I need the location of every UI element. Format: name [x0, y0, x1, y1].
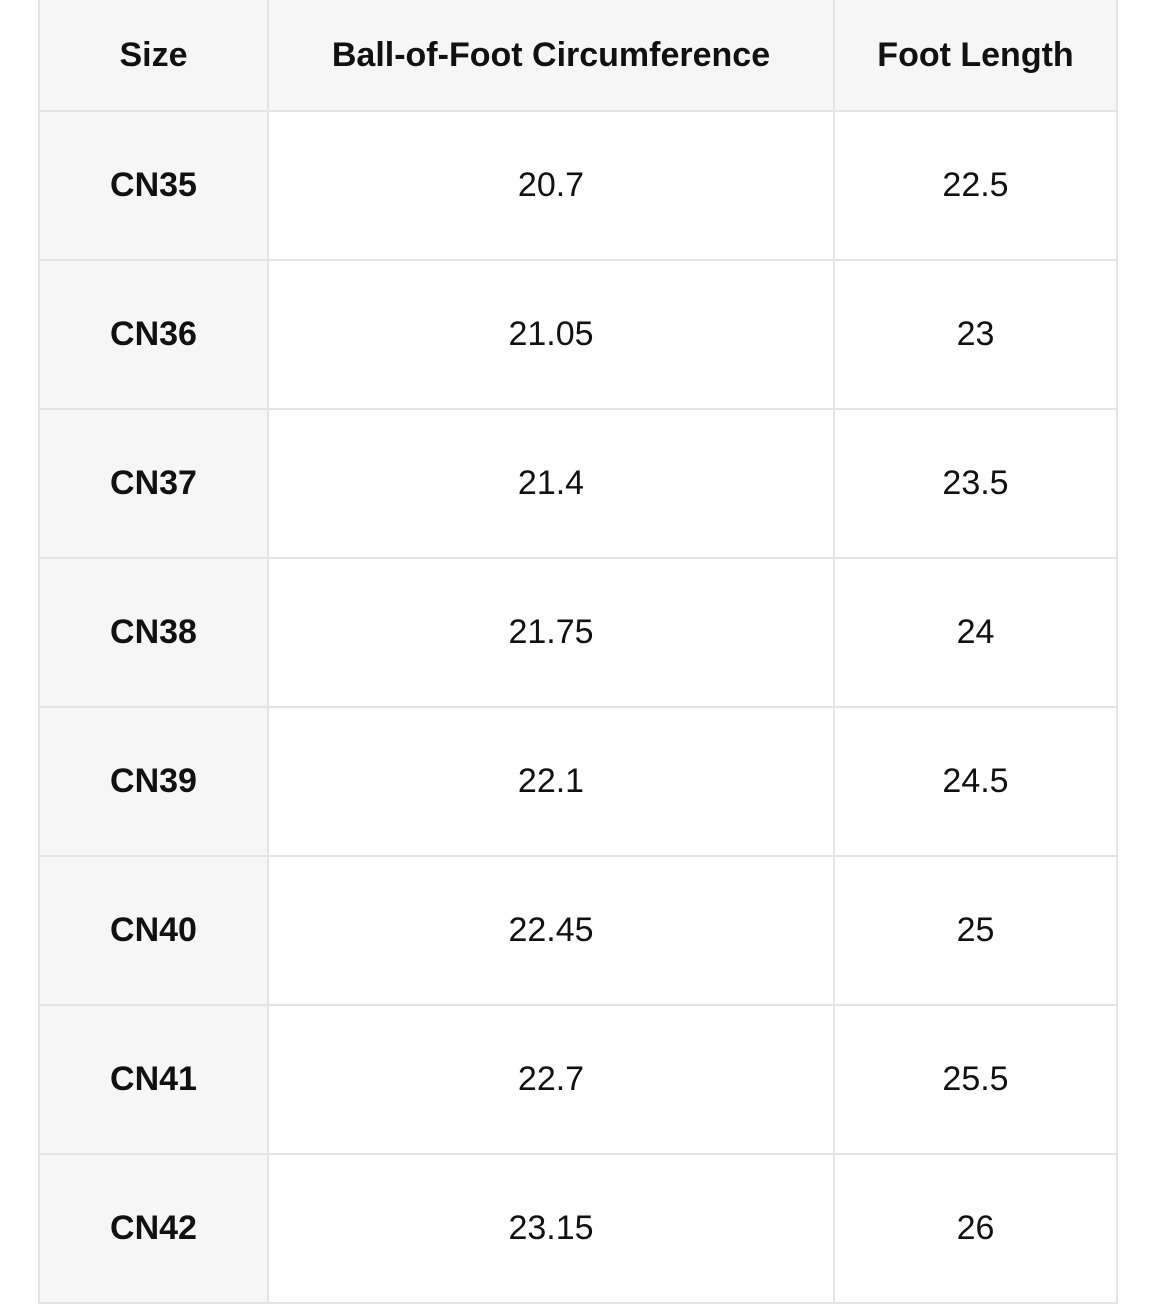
size-cell: CN40 — [38, 855, 269, 1006]
header-cell: Ball-of-Foot Circumference — [267, 0, 835, 112]
table-row: CN40 22.45 25 — [38, 855, 1118, 1006]
value-cell: 25 — [833, 855, 1118, 1006]
value-cell: 23.15 — [267, 1153, 835, 1304]
value-cell: 22.1 — [267, 706, 835, 857]
value-cell: 24.5 — [833, 706, 1118, 857]
value-cell: 23.5 — [833, 408, 1118, 559]
value-cell: 25.5 — [833, 1004, 1118, 1155]
value-cell: 20.7 — [267, 110, 835, 261]
table-row: CN39 22.1 24.5 — [38, 706, 1118, 857]
table-row: CN36 21.05 23 — [38, 259, 1118, 410]
size-cell: CN37 — [38, 408, 269, 559]
value-cell: 23 — [833, 259, 1118, 410]
value-cell: 22.45 — [267, 855, 835, 1006]
table-row: CN41 22.7 25.5 — [38, 1004, 1118, 1155]
value-cell: 22.7 — [267, 1004, 835, 1155]
header-cell: Size — [38, 0, 269, 112]
table-row: CN42 23.15 26 — [38, 1153, 1118, 1304]
value-cell: 21.4 — [267, 408, 835, 559]
value-cell: 22.5 — [833, 110, 1118, 261]
size-table: Size Ball-of-Foot Circumference Foot Lengt… — [38, 0, 1118, 1304]
size-cell: CN41 — [38, 1004, 269, 1155]
value-cell: 21.75 — [267, 557, 835, 708]
table-row: CN38 21.75 24 — [38, 557, 1118, 708]
table-row: CN35 20.7 22.5 — [38, 110, 1118, 261]
table-row: CN37 21.4 23.5 — [38, 408, 1118, 559]
value-cell: 26 — [833, 1153, 1118, 1304]
size-cell: CN36 — [38, 259, 269, 410]
header-row: Size Ball-of-Foot Circumference Foot Lengt… — [38, 0, 1118, 112]
table-body: CN35 20.7 22.5 CN36 21.05 23 CN37 21.4 23.5 CN38 2… — [38, 110, 1118, 1304]
value-cell: 24 — [833, 557, 1118, 708]
size-cell: CN38 — [38, 557, 269, 708]
size-cell: CN42 — [38, 1153, 269, 1304]
size-cell: CN35 — [38, 110, 269, 261]
size-cell: CN39 — [38, 706, 269, 857]
table-header: Size Ball-of-Foot Circumference Foot Lengt… — [38, 0, 1118, 112]
value-cell: 21.05 — [267, 259, 835, 410]
header-cell: Foot Length — [833, 0, 1118, 112]
